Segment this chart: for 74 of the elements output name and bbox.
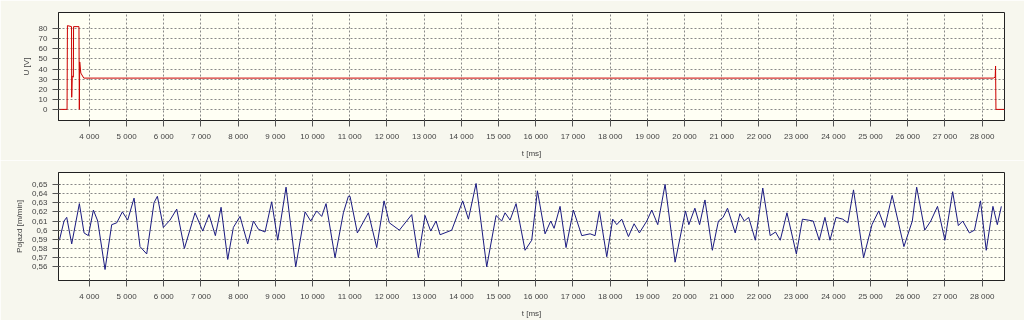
x-tick-label: 13 000 (411, 131, 437, 141)
y-tick-label: 0,6 (36, 225, 49, 235)
y-tick-label: 0,63 (31, 198, 49, 208)
y-tick-label: 80 (38, 24, 49, 34)
x-axis-title: t [ms] (521, 308, 542, 318)
x-tick-label: 15 000 (486, 131, 512, 141)
y-tick-label: 0,65 (31, 179, 49, 189)
y-tick-label: 0,61 (31, 216, 49, 226)
x-tick-label: 21 000 (709, 131, 735, 141)
x-tick-label: 12 000 (374, 291, 400, 301)
y-tick-label: 50 (38, 54, 49, 64)
y-tick-label: 0,58 (31, 243, 49, 253)
y-tick-label: 0 (43, 104, 49, 114)
x-tick-label: 23 000 (783, 291, 809, 301)
x-tick-label: 28 000 (969, 291, 995, 301)
y-tick-label: 20 (38, 84, 49, 94)
x-tick-label: 16 000 (523, 131, 549, 141)
x-tick-label: 25 000 (858, 291, 884, 301)
x-tick-label: 22 000 (746, 291, 772, 301)
x-tick-label: 16 000 (523, 291, 549, 301)
x-tick-label: 6 000 (153, 291, 175, 301)
x-tick-label: 10 000 (300, 131, 326, 141)
y-tick-label: 0,62 (31, 207, 49, 217)
x-tick-label: 8 000 (228, 291, 249, 301)
y-axis-title: U [V] (21, 57, 31, 76)
x-tick-label: 5 000 (116, 291, 138, 301)
y-tick-label: 70 (38, 34, 49, 44)
x-tick-label: 21 000 (709, 291, 735, 301)
x-tick-label: 20 000 (672, 131, 698, 141)
y-tick-label: 0,59 (31, 234, 49, 244)
y-axis-title: Pojazd [m/min] (14, 200, 24, 253)
x-tick-label: 22 000 (746, 131, 772, 141)
y-tick-label: 40 (38, 64, 49, 74)
x-tick-label: 26 000 (895, 131, 921, 141)
x-tick-label: 10 000 (300, 291, 326, 301)
x-tick-label: 17 000 (560, 291, 586, 301)
x-tick-label: 13 000 (411, 291, 437, 301)
x-tick-label: 7 000 (190, 131, 212, 141)
x-tick-label: 11 000 (337, 291, 363, 301)
line-series (58, 182, 1002, 271)
x-tick-label: 19 000 (635, 291, 661, 301)
x-tick-label: 7 000 (190, 291, 212, 301)
x-tick-label: 20 000 (672, 291, 698, 301)
x-tick-label: 8 000 (228, 131, 249, 141)
x-tick-label: 4 000 (79, 291, 100, 301)
x-tick-label: 18 000 (597, 131, 623, 141)
x-tick-label: 23 000 (783, 131, 809, 141)
x-axis-title: t [ms] (521, 148, 542, 158)
x-tick-label: 24 000 (821, 291, 847, 301)
x-tick-label: 27 000 (932, 291, 958, 301)
x-tick-label: 15 000 (486, 291, 512, 301)
y-tick-label: 60 (38, 44, 49, 54)
x-tick-label: 19 000 (635, 131, 661, 141)
x-tick-label: 11 000 (337, 131, 363, 141)
x-tick-label: 6 000 (153, 131, 175, 141)
x-tick-label: 14 000 (449, 131, 475, 141)
x-tick-label: 17 000 (560, 131, 586, 141)
x-tick-label: 28 000 (969, 131, 995, 141)
y-tick-label: 10 (38, 94, 49, 104)
x-tick-label: 27 000 (932, 131, 958, 141)
x-tick-label: 14 000 (449, 291, 475, 301)
x-tick-label: 25 000 (858, 131, 884, 141)
y-tick-label: 0,64 (31, 189, 49, 199)
x-tick-label: 18 000 (597, 291, 623, 301)
x-tick-label: 5 000 (116, 131, 138, 141)
x-tick-label: 24 000 (821, 131, 847, 141)
x-tick-label: 4 000 (79, 131, 100, 141)
y-tick-label: 0,57 (31, 253, 49, 263)
x-tick-label: 12 000 (374, 131, 400, 141)
y-tick-label: 30 (38, 74, 49, 84)
x-tick-label: 9 000 (265, 291, 286, 301)
y-tick-label: 0,56 (31, 262, 49, 272)
x-tick-label: 26 000 (895, 291, 921, 301)
x-tick-label: 9 000 (265, 131, 286, 141)
